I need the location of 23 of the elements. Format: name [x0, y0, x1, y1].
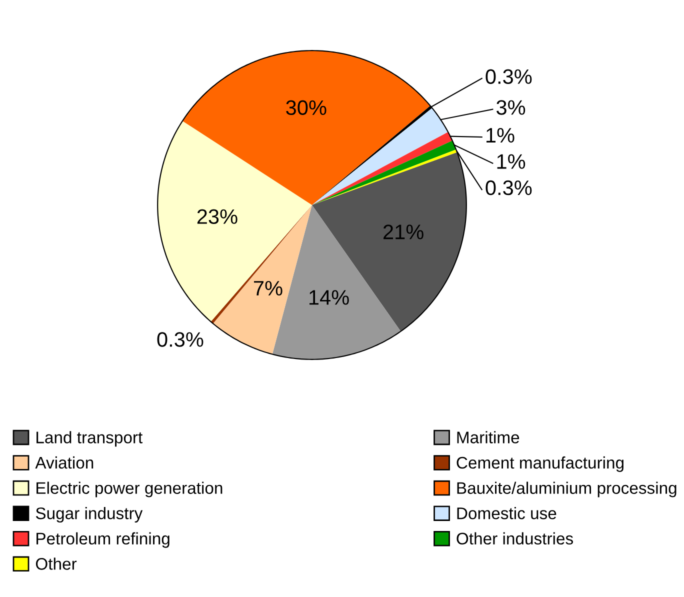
data-label: 7% — [254, 280, 282, 296]
pie-slice — [182, 50, 430, 205]
data-label: 14% — [310, 290, 349, 305]
legend-label: Sugar industry — [36, 507, 143, 523]
legend-label: Other industries — [456, 532, 573, 545]
legend-label: Land transport — [36, 431, 143, 447]
data-label: 0.3% — [157, 332, 204, 347]
legend-label: Other — [36, 558, 77, 570]
data-label: 1% — [486, 128, 514, 143]
data-label: 1% — [497, 154, 526, 169]
legend-label: Domestic use — [457, 507, 556, 520]
legend-label: Cement manufacturing — [456, 456, 624, 472]
data-label: 23% — [197, 209, 238, 224]
data-label: 0.3% — [486, 69, 532, 84]
data-label: 0.3% — [486, 180, 532, 196]
data-label: 30% — [286, 100, 326, 116]
legend-label: Maritime — [457, 431, 520, 444]
legend-label: Aviation — [35, 456, 94, 469]
data-label: 21% — [384, 224, 424, 240]
legend-label: Electric power generation — [36, 482, 222, 498]
legend-label: Bauxite/aluminium processing — [457, 482, 676, 498]
data-label: 3% — [496, 100, 526, 115]
legend-label: Petroleum refining — [36, 532, 170, 548]
